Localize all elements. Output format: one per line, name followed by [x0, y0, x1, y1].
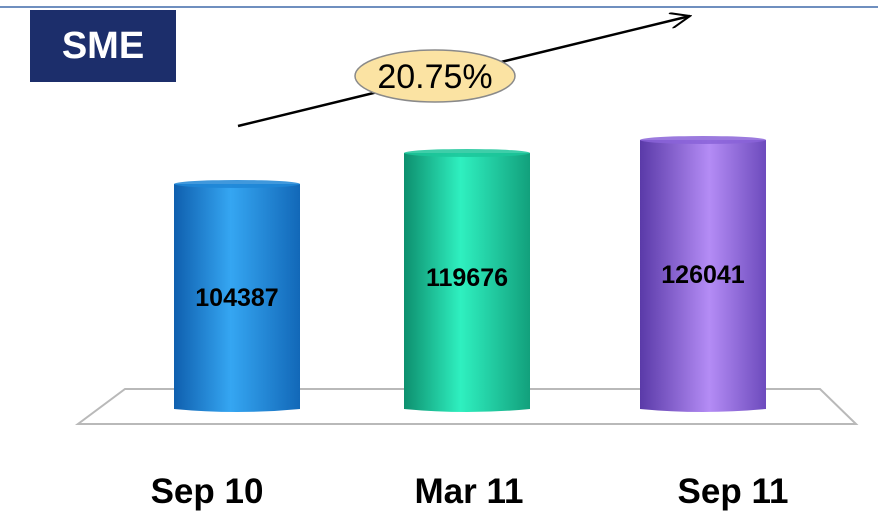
growth-bubble — [354, 49, 516, 103]
bar-mar-11 — [404, 153, 530, 412]
bar-cap — [174, 180, 300, 188]
data-label: 119676 — [426, 264, 508, 292]
bars-group: 104387 119676 126041 — [174, 136, 766, 412]
data-label: 126041 — [661, 261, 745, 289]
top-rule — [0, 6, 878, 8]
category-labels: Sep 10 Mar 11 Sep 11 — [151, 472, 789, 511]
category-label: Sep 10 — [151, 472, 264, 511]
bar-sep-10 — [174, 184, 300, 412]
data-label: 104387 — [195, 284, 278, 312]
category-label: Sep 11 — [678, 472, 789, 511]
bar-sep-11 — [640, 140, 766, 412]
chart-title: SME — [30, 10, 176, 82]
bar-cap — [640, 136, 766, 144]
category-label: Mar 11 — [415, 472, 524, 511]
bar-cap — [404, 149, 530, 157]
growth-label: 20.75% — [377, 58, 492, 96]
